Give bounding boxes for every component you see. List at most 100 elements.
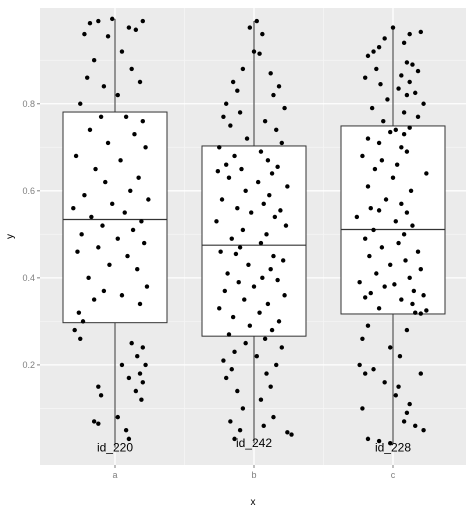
point-a bbox=[78, 101, 83, 106]
point-c bbox=[407, 275, 412, 281]
point-a bbox=[126, 25, 132, 30]
point-c bbox=[399, 73, 404, 78]
point-a bbox=[123, 427, 129, 433]
point-b bbox=[228, 123, 233, 128]
point-c bbox=[407, 401, 412, 407]
point-a bbox=[128, 188, 133, 193]
point-a bbox=[140, 118, 145, 124]
point-c bbox=[360, 153, 365, 159]
point-a bbox=[87, 21, 93, 26]
point-b bbox=[232, 153, 237, 159]
point-a bbox=[115, 414, 120, 420]
point-b bbox=[240, 406, 246, 411]
point-c bbox=[418, 311, 423, 316]
point-c bbox=[404, 327, 410, 333]
point-b bbox=[257, 310, 262, 315]
point-a bbox=[135, 353, 140, 359]
point-b bbox=[269, 327, 275, 333]
point-a bbox=[137, 301, 143, 307]
point-a bbox=[125, 253, 130, 259]
point-c bbox=[399, 297, 404, 302]
point-b bbox=[247, 323, 253, 328]
point-b bbox=[261, 423, 266, 429]
point-c bbox=[365, 184, 371, 189]
point-b bbox=[262, 118, 268, 124]
point-b bbox=[222, 288, 228, 294]
boxes bbox=[62, 111, 446, 337]
point-b bbox=[267, 192, 272, 198]
point-b bbox=[276, 84, 282, 89]
annotation-label: id_242 bbox=[236, 436, 272, 450]
point-b bbox=[282, 293, 287, 298]
point-c bbox=[421, 427, 426, 433]
point-c bbox=[404, 60, 410, 65]
point-a bbox=[105, 34, 111, 39]
annotations: id_220 id_242 id_228 bbox=[97, 436, 411, 454]
point-c bbox=[424, 308, 429, 313]
x-axis: a b c bbox=[112, 465, 396, 480]
point-c bbox=[399, 201, 404, 207]
point-c bbox=[369, 105, 375, 111]
point-c bbox=[407, 79, 412, 85]
point-a bbox=[133, 388, 139, 394]
point-c bbox=[388, 345, 393, 350]
annotation-label: id_220 bbox=[97, 441, 133, 455]
point-c bbox=[371, 367, 376, 372]
point-a bbox=[96, 384, 101, 389]
point-b bbox=[235, 206, 240, 211]
point-a bbox=[115, 92, 120, 98]
point-b bbox=[275, 277, 280, 283]
point-b bbox=[269, 171, 275, 176]
point-b bbox=[228, 419, 233, 424]
point-c bbox=[413, 310, 418, 315]
point-b bbox=[279, 140, 284, 146]
point-a bbox=[91, 297, 97, 302]
x-tick-label: b bbox=[251, 470, 256, 480]
point-a bbox=[110, 201, 115, 207]
point-c bbox=[363, 75, 368, 80]
point-b bbox=[246, 262, 251, 267]
box-a bbox=[62, 111, 168, 324]
point-c bbox=[404, 410, 410, 415]
point-a bbox=[119, 49, 125, 54]
y-tick-label: 0.4 bbox=[22, 273, 35, 283]
point-c bbox=[404, 149, 410, 154]
point-a bbox=[140, 345, 145, 350]
point-c bbox=[382, 380, 387, 385]
point-c bbox=[410, 62, 415, 67]
point-b bbox=[224, 101, 229, 106]
point-b bbox=[230, 314, 236, 320]
point-c bbox=[365, 53, 371, 59]
jitter-points bbox=[71, 16, 429, 446]
point-c bbox=[381, 118, 386, 124]
point-a bbox=[133, 27, 139, 32]
point-b bbox=[247, 25, 253, 30]
y-axis: 0.2 0.4 0.6 0.8 bbox=[22, 99, 40, 370]
point-c bbox=[392, 282, 397, 287]
point-c bbox=[393, 127, 398, 133]
point-c bbox=[371, 227, 376, 233]
point-a bbox=[119, 362, 125, 368]
point-b bbox=[258, 149, 264, 154]
point-a bbox=[135, 266, 140, 272]
point-c bbox=[367, 253, 372, 259]
point-a bbox=[91, 58, 97, 63]
point-b bbox=[221, 358, 226, 363]
point-c bbox=[418, 266, 423, 272]
point-b bbox=[268, 71, 273, 76]
point-b bbox=[235, 88, 240, 93]
point-a bbox=[79, 232, 84, 237]
point-a bbox=[123, 114, 129, 120]
point-b bbox=[240, 227, 246, 233]
point-c bbox=[368, 290, 373, 296]
point-c bbox=[368, 206, 373, 211]
point-c bbox=[415, 249, 421, 254]
point-b bbox=[251, 49, 257, 54]
point-c bbox=[363, 371, 368, 376]
point-c bbox=[374, 271, 379, 276]
point-c bbox=[376, 140, 382, 146]
point-b bbox=[258, 397, 264, 402]
point-c bbox=[415, 68, 421, 74]
point-c bbox=[408, 188, 414, 193]
